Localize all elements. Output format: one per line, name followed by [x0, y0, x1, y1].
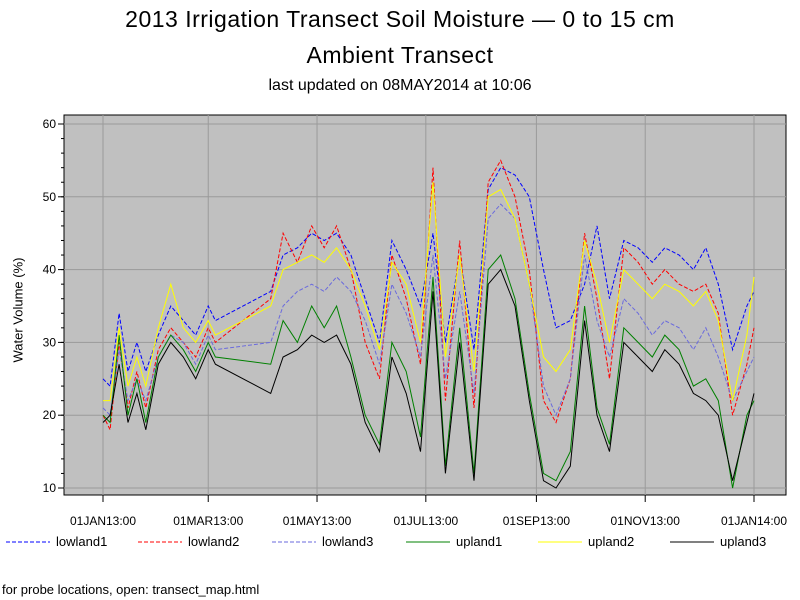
- y-tick-label: 20: [43, 408, 57, 422]
- legend-label: upland2: [588, 534, 635, 549]
- chart-subtitle: Ambient Transect: [306, 42, 494, 68]
- x-tick-label: 01SEP13:00: [503, 514, 571, 528]
- x-tick-label: 01MAR13:00: [173, 514, 243, 528]
- legend-swatch: [138, 541, 182, 543]
- legend-label: lowland2: [188, 534, 240, 549]
- chart-title: 2013 Irrigation Transect Soil Moisture —…: [125, 6, 675, 32]
- footer-note: for probe locations, open: transect_map.…: [2, 582, 260, 597]
- series-line-upland1: [102, 253, 755, 489]
- y-tick-label: 30: [43, 335, 57, 349]
- y-tick-label: 50: [43, 190, 57, 204]
- legend-swatch: [6, 541, 50, 543]
- series-line-lowland3: [102, 203, 755, 417]
- legend-swatch: [670, 541, 714, 543]
- last-updated: last updated on 08MAY2014 at 10:06: [268, 77, 532, 94]
- series-line-upland2: [103, 182, 755, 402]
- y-tick-label: 60: [43, 117, 57, 131]
- x-tick-label: 01JAN13:00: [70, 514, 136, 528]
- legend-swatch: [406, 541, 450, 543]
- series-line-lowland1: [102, 167, 755, 388]
- y-tick-label: 10: [43, 481, 57, 495]
- legend-label: lowland3: [322, 534, 374, 549]
- x-tick-label: 01MAY13:00: [283, 514, 352, 528]
- legend-swatch: [538, 541, 582, 543]
- y-tick-label: 40: [43, 263, 57, 277]
- series-line-upland3: [102, 268, 755, 489]
- legend-label: lowland1: [56, 534, 108, 549]
- x-tick-label: 01NOV13:00: [611, 514, 681, 528]
- legend-swatch: [272, 541, 316, 543]
- legend-label: upland1: [456, 534, 503, 549]
- legend-label: upland3: [720, 534, 767, 549]
- plot-area: [63, 114, 787, 496]
- x-tick-label: 01JAN14:00: [721, 514, 787, 528]
- x-tick-label: 01JUL13:00: [393, 514, 458, 528]
